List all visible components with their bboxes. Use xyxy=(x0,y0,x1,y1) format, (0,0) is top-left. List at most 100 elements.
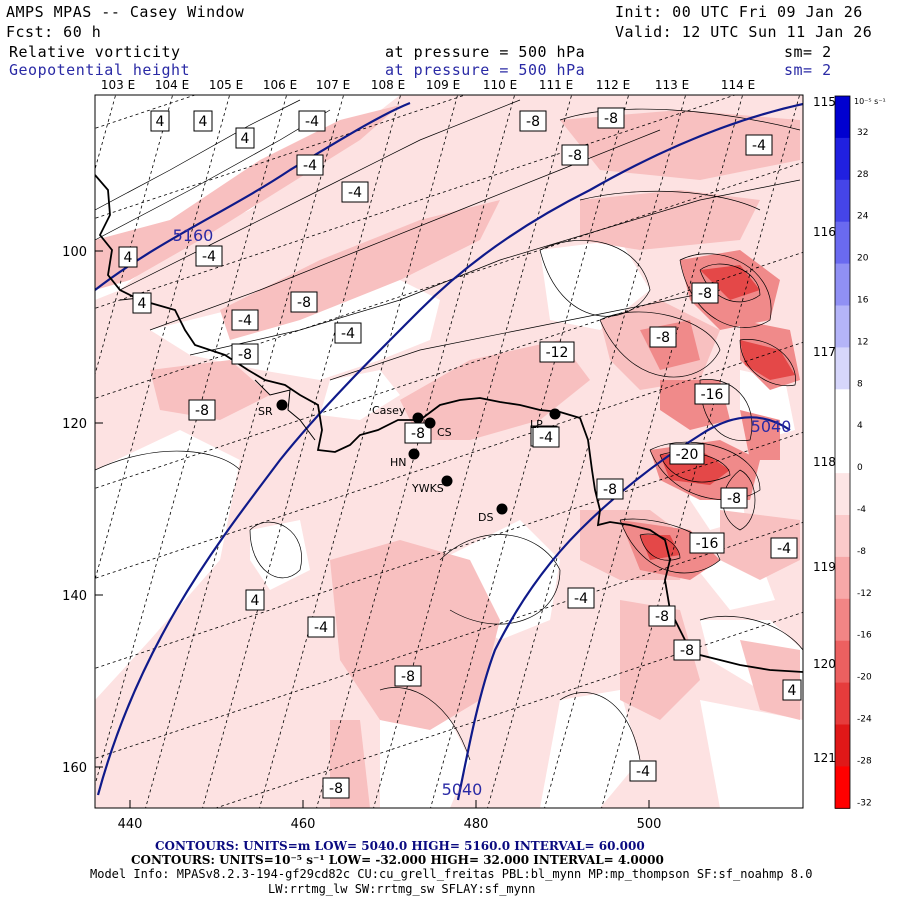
vorticity-label-box xyxy=(235,127,255,149)
vorticity-label-box xyxy=(532,426,560,448)
lon-label: 111 E xyxy=(539,78,573,92)
vorticity-label: -4 xyxy=(777,541,791,557)
vorticity-label: -16 xyxy=(696,536,719,552)
valid-time: Valid: 12 UTC Sun 11 Jan 26 xyxy=(615,23,873,41)
vorticity-label: -8 xyxy=(656,330,670,346)
vorticity-label-box xyxy=(296,154,324,176)
colorbar-label: 24 xyxy=(857,212,869,222)
colorbar-label: 16 xyxy=(857,296,869,306)
colorbar-label: -4 xyxy=(857,505,866,515)
vorticity-label: -4 xyxy=(539,430,553,446)
colorbar-swatch xyxy=(835,305,850,348)
station-dot xyxy=(412,412,424,424)
vorticity-label: -8 xyxy=(604,111,618,127)
colorbar-label: 0 xyxy=(857,463,863,473)
x-tick-label: 440 xyxy=(118,817,143,832)
y-tick-label: 100 xyxy=(62,245,87,260)
lon-label: 108 E xyxy=(371,78,405,92)
height-label: 5040 xyxy=(442,780,483,799)
colorbar-label: 32 xyxy=(857,128,868,138)
station-label: LP xyxy=(530,418,543,431)
vorticity-label-box xyxy=(691,282,719,304)
vorticity-label-box xyxy=(673,639,701,661)
colorbar-unit: 10⁻⁵ s⁻¹ xyxy=(854,97,886,106)
colorbar-label: -8 xyxy=(857,547,866,557)
lon-label: 103 E xyxy=(101,78,135,92)
vorticity-label: -8 xyxy=(680,643,694,659)
station-label: HN xyxy=(390,456,407,469)
vorticity-label: -8 xyxy=(195,403,209,419)
colorbar-label: 4 xyxy=(857,421,863,431)
vorticity-label-box xyxy=(629,760,657,782)
vorticity-label-box xyxy=(298,110,326,132)
lon-label: 109 E xyxy=(426,78,460,92)
colorbar-label: 28 xyxy=(857,170,869,180)
model-title: AMPS MPAS -- Casey Window xyxy=(6,3,245,21)
colorbar-swatch xyxy=(835,682,850,725)
height-label: 5040 xyxy=(751,417,792,436)
vorticity-label-box xyxy=(770,537,798,559)
colorbar-swatch xyxy=(835,473,850,516)
lon-label: 107 E xyxy=(316,78,350,92)
colorbar-label: 8 xyxy=(857,379,863,389)
station-dot xyxy=(424,417,436,429)
vorticity-label: -8 xyxy=(603,482,617,498)
model-info-physics: LW:rrtmg_lw SW:rrtmg_sw SFLAY:sf_mynn xyxy=(268,882,536,896)
colorbar-swatch xyxy=(835,221,850,265)
x-tick-label: 480 xyxy=(464,817,489,832)
forecast-hour: Fcst: 60 h xyxy=(6,23,102,41)
vorticity-label-box xyxy=(561,144,589,166)
station-label: SR xyxy=(258,405,273,418)
coastline xyxy=(95,174,803,673)
vorticity-label: -8 xyxy=(238,347,252,363)
vorticity-label: -4 xyxy=(314,620,328,636)
colorbar-swatch xyxy=(835,137,850,181)
station-label: YWKS xyxy=(411,482,444,495)
colorbar-swatch xyxy=(835,179,850,223)
colorbar-swatch xyxy=(835,598,850,642)
field2-smooth: sm= 2 xyxy=(784,61,832,79)
low-vorticity-regions xyxy=(95,95,803,808)
vorticity-label: -16 xyxy=(701,387,724,403)
vorticity-label: 4 xyxy=(241,131,250,147)
field1-smooth: sm= 2 xyxy=(784,43,832,61)
station-dot xyxy=(549,408,561,420)
vorticity-label-box xyxy=(231,309,259,331)
vorticity-label-box xyxy=(118,246,138,268)
y-tick-label: 140 xyxy=(62,589,87,604)
vorticity-label: -8 xyxy=(655,609,669,625)
vorticity-label-box xyxy=(689,532,725,554)
lon-label: 112 E xyxy=(596,78,630,92)
height-contours-info: CONTOURS: UNITS=m LOW= 5040.0 HIGH= 5160… xyxy=(155,839,645,853)
y-tick-label: 120 xyxy=(62,417,87,432)
lon-label: 114 E xyxy=(721,78,755,92)
lon-label: 104 E xyxy=(155,78,189,92)
field2-name: Geopotential height xyxy=(9,61,191,79)
x-tick-label: 460 xyxy=(291,817,316,832)
station-label: Casey xyxy=(372,404,406,417)
station-dot xyxy=(441,475,453,487)
colorbar-label: 20 xyxy=(857,254,869,264)
vorticity-label-box xyxy=(539,341,575,363)
vorticity-label: 4 xyxy=(138,296,147,312)
vorticity-contours xyxy=(95,99,803,761)
vorticity-label-box xyxy=(195,245,223,267)
vorticity-label-box xyxy=(720,487,748,509)
vorticity-label: -20 xyxy=(676,447,699,463)
height-label: 5160 xyxy=(173,226,214,245)
vorticity-label-box xyxy=(597,107,625,129)
plot-frame xyxy=(94,94,804,809)
station-label: DS xyxy=(478,511,493,524)
vorticity-label: 4 xyxy=(788,683,797,699)
colorbar: 32 28 24 20 16 12 8 4 0 -4 -8 -12 -16 -20 -24 -28 -32 10⁻… xyxy=(834,95,886,809)
colorbar-swatch xyxy=(835,724,850,767)
vorticity-label: -4 xyxy=(238,313,252,329)
colorbar-label: -20 xyxy=(857,673,872,683)
y-tick-label: 160 xyxy=(62,761,87,776)
vorticity-label: 4 xyxy=(124,250,133,266)
x-tick-label: 500 xyxy=(637,817,662,832)
vorticity-label: 4 xyxy=(199,114,208,130)
init-time: Init: 00 UTC Fri 09 Jan 26 xyxy=(615,3,863,21)
vorticity-label: -8 xyxy=(411,426,425,442)
